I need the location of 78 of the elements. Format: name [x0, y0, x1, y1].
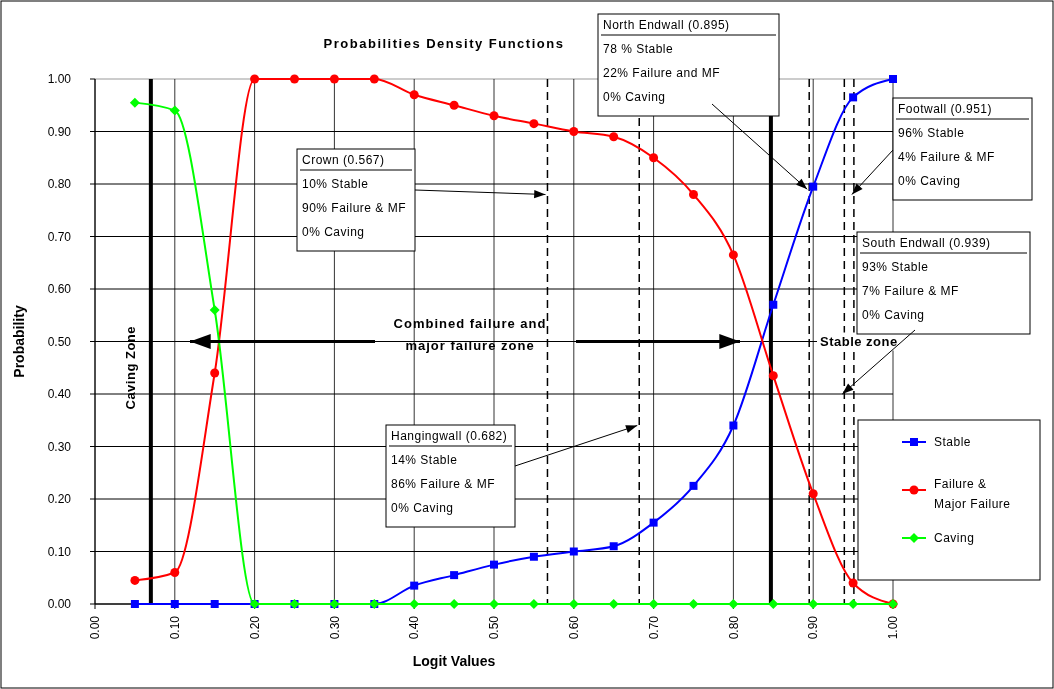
- x-tick-label: 0.30: [327, 615, 342, 640]
- x-tick-label: 0.10: [168, 615, 182, 640]
- annotation: Footwall (0.951) 96% Stable 4% Failure & MF 0% Caving: [898, 102, 995, 188]
- x-tick-label: 0.00: [88, 615, 103, 640]
- point: [609, 542, 618, 551]
- point: [769, 300, 778, 309]
- point: [329, 74, 339, 84]
- y-tick-label: 0.80: [47, 177, 72, 192]
- point: [489, 111, 499, 121]
- x-tick-label: 0.40: [407, 615, 422, 640]
- y-tick-label: 0.60: [47, 282, 72, 297]
- legend-label: Failure & Major Failure: [934, 477, 1011, 512]
- point: [689, 481, 698, 490]
- point: [849, 93, 858, 102]
- x-tick-label: 0.50: [487, 615, 502, 640]
- x-tick-label: 0.20: [247, 615, 262, 640]
- point: [209, 305, 220, 315]
- point: [768, 371, 778, 381]
- y-tick-label: 0.50: [47, 334, 72, 349]
- annotation: Hangingwall (0.682) 14% Stable 86% Failure & MF 0% Caving: [391, 429, 508, 515]
- y-tick-label: 0.20: [47, 492, 72, 507]
- point: [809, 182, 818, 191]
- point: [410, 581, 419, 590]
- x-tick-label: 0.60: [567, 615, 581, 640]
- point: [130, 600, 139, 608]
- annotation: Combined failure and major failure zone: [393, 315, 547, 353]
- point: [569, 127, 579, 136]
- point: [129, 97, 140, 108]
- point: [649, 153, 659, 163]
- point: [449, 100, 459, 110]
- point: [170, 568, 180, 577]
- y-tick-label: 0.40: [47, 387, 72, 402]
- point: [608, 599, 619, 609]
- annotation: South Endwall (0.939) 93% Stable 7% Failure & MF 0% Caving: [862, 236, 991, 322]
- point: [649, 518, 658, 527]
- point: [569, 547, 578, 556]
- y-axis-title: Probability: [11, 305, 27, 378]
- point: [290, 74, 299, 84]
- y-tick-label: 0.10: [47, 544, 72, 559]
- x-tick-label: 1.00: [886, 615, 901, 640]
- point: [728, 599, 739, 609]
- point: [529, 552, 538, 561]
- legend-label: Stable: [934, 435, 972, 450]
- point: [250, 74, 260, 84]
- point: [529, 119, 539, 129]
- point: [729, 421, 738, 430]
- annotation: North Endwall (0.895) 78 % Stable 22% Failure and MF 0% Caving: [603, 18, 730, 104]
- x-axis-title: Logit Values: [412, 653, 496, 669]
- y-tick-label: 0.30: [47, 439, 72, 454]
- point: [450, 571, 459, 580]
- point: [490, 560, 498, 569]
- chart-title: Probabilities Density Functions: [323, 36, 565, 51]
- point: [369, 74, 379, 84]
- legend-label: Caving: [934, 531, 975, 546]
- point: [648, 599, 659, 609]
- point: [210, 600, 219, 608]
- x-tick-label: 0.70: [646, 615, 661, 640]
- point: [889, 75, 897, 83]
- point: [409, 90, 419, 100]
- point: [609, 132, 619, 142]
- point: [130, 575, 140, 585]
- y-tick-label: 1.00: [47, 72, 72, 87]
- x-tick-label: 0.80: [726, 615, 741, 640]
- point: [728, 250, 738, 260]
- point: [689, 190, 698, 199]
- y-tick-label: 0.00: [47, 597, 72, 612]
- annotation: Stable zone: [820, 334, 898, 350]
- point: [808, 489, 818, 499]
- point: [688, 599, 699, 609]
- annotation: Crown (0.567) 10% Stable 90% Failure & MF 0% Caving: [302, 153, 407, 239]
- annotation: Caving Zone: [122, 325, 138, 410]
- y-tick-label: 0.90: [47, 124, 72, 139]
- y-tick-label: 0.70: [47, 229, 72, 244]
- point: [169, 105, 180, 116]
- point: [768, 599, 779, 609]
- x-tick-label: 0.90: [806, 615, 821, 640]
- point: [848, 578, 858, 588]
- point: [210, 368, 220, 378]
